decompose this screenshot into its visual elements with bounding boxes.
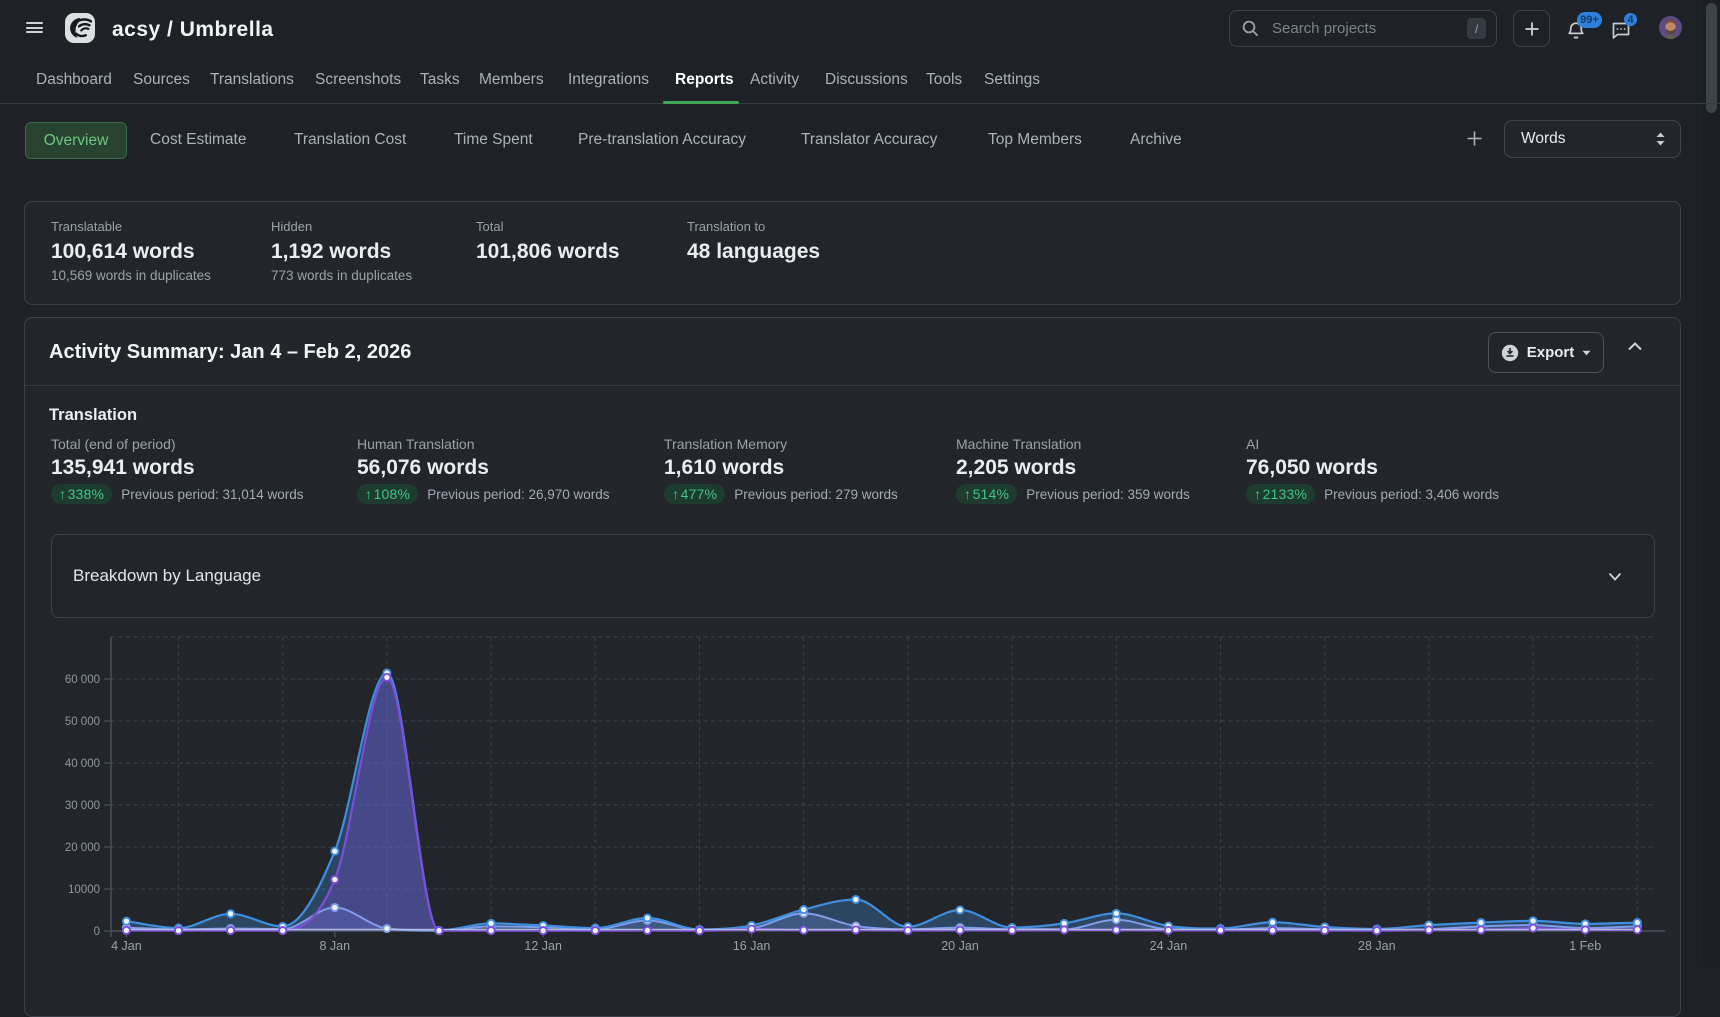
svg-text:4 Jan: 4 Jan — [111, 939, 142, 953]
svg-text:20 000: 20 000 — [65, 842, 100, 854]
svg-text:1 Feb: 1 Feb — [1569, 939, 1601, 953]
svg-text:40 000: 40 000 — [65, 758, 100, 770]
svg-text:12 Jan: 12 Jan — [524, 939, 562, 953]
svg-text:16 Jan: 16 Jan — [733, 939, 771, 953]
svg-text:60 000: 60 000 — [65, 674, 100, 686]
svg-text:10000: 10000 — [68, 884, 100, 896]
svg-text:50 000: 50 000 — [65, 716, 100, 728]
svg-text:8 Jan: 8 Jan — [320, 939, 351, 953]
svg-text:24 Jan: 24 Jan — [1150, 939, 1188, 953]
svg-text:28 Jan: 28 Jan — [1358, 939, 1396, 953]
svg-text:0: 0 — [94, 926, 100, 938]
svg-text:20 Jan: 20 Jan — [941, 939, 979, 953]
svg-text:30 000: 30 000 — [65, 800, 100, 812]
